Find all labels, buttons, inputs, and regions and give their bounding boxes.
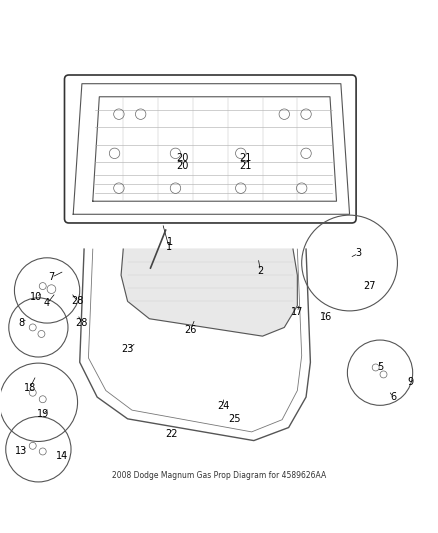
- Text: 28: 28: [76, 318, 88, 328]
- Text: 1: 1: [167, 237, 173, 247]
- Text: 4: 4: [44, 298, 50, 309]
- Text: 22: 22: [165, 429, 177, 439]
- Text: 28: 28: [71, 296, 84, 306]
- Text: 2008 Dodge Magnum Gas Prop Diagram for 4589626AA: 2008 Dodge Magnum Gas Prop Diagram for 4…: [112, 471, 326, 480]
- Text: 8: 8: [18, 318, 24, 328]
- Text: 2: 2: [257, 266, 264, 276]
- Text: 19: 19: [37, 409, 49, 419]
- Text: 9: 9: [407, 377, 413, 387]
- Text: 23: 23: [121, 344, 134, 354]
- Text: 7: 7: [48, 272, 55, 282]
- Text: 21: 21: [239, 152, 251, 163]
- Text: 24: 24: [217, 401, 230, 411]
- Text: 16: 16: [319, 312, 332, 321]
- Text: 1: 1: [166, 242, 172, 252]
- Text: 13: 13: [15, 447, 27, 456]
- Text: 21: 21: [239, 161, 251, 172]
- Text: 14: 14: [56, 451, 68, 461]
- Text: 6: 6: [390, 392, 396, 402]
- Text: 20: 20: [176, 152, 188, 163]
- Text: 5: 5: [377, 361, 383, 372]
- Text: 20: 20: [176, 161, 188, 172]
- Text: 26: 26: [184, 325, 197, 335]
- Polygon shape: [121, 249, 297, 336]
- Text: 25: 25: [228, 414, 240, 424]
- Text: 17: 17: [291, 307, 304, 317]
- Text: 3: 3: [355, 248, 361, 259]
- Text: 10: 10: [30, 292, 42, 302]
- Text: 18: 18: [24, 383, 36, 393]
- Text: 27: 27: [363, 281, 375, 291]
